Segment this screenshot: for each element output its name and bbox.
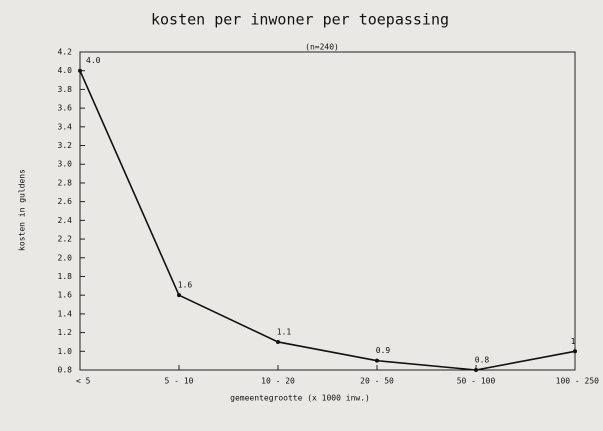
y-tick-label: 3.8 xyxy=(58,85,73,94)
y-tick-label: 1.2 xyxy=(58,328,73,337)
y-tick-label: 3.2 xyxy=(58,141,73,150)
y-tick-label: 4.2 xyxy=(58,48,73,57)
value-label: 1.1 xyxy=(277,327,292,336)
x-tick-label: 50 - 100 xyxy=(457,377,496,386)
y-tick-label: 4.0 xyxy=(58,66,73,75)
value-label: 1.6 xyxy=(178,281,193,290)
value-label: 0.8 xyxy=(475,356,490,365)
y-tick-label: 1.0 xyxy=(58,347,73,356)
plot-frame xyxy=(79,51,576,371)
value-label: 1 xyxy=(571,337,576,346)
y-tick-label: 1.8 xyxy=(58,272,73,281)
y-tick-label: 2.8 xyxy=(58,178,73,187)
y-tick-label: 2.0 xyxy=(58,253,73,262)
y-tick-label: 0.8 xyxy=(58,366,73,375)
x-tick-label: 10 - 20 xyxy=(261,377,295,386)
chart-subtitle: (n=240) xyxy=(305,43,339,52)
x-tick-label: 100 - 250 xyxy=(556,377,600,386)
data-point xyxy=(78,68,82,73)
x-tick-label: 5 - 10 xyxy=(165,377,194,386)
chart-title: kosten per inwoner per toepassing xyxy=(151,11,449,29)
y-tick-label: 1.6 xyxy=(58,291,73,300)
y-tick-label: 2.6 xyxy=(58,197,73,206)
y-tick-label: 2.2 xyxy=(58,235,73,244)
y-tick-label: 3.0 xyxy=(58,160,73,169)
x-tick-label: 20 - 50 xyxy=(360,377,394,386)
data-point xyxy=(573,349,577,354)
y-tick-label: 2.4 xyxy=(58,216,73,225)
data-point xyxy=(276,339,280,344)
value-label: 0.9 xyxy=(376,346,391,355)
data-line xyxy=(79,70,576,371)
y-tick-label: 3.4 xyxy=(58,122,73,131)
data-point xyxy=(474,368,478,372)
y-tick-label: 1.4 xyxy=(58,309,73,318)
data-point xyxy=(177,293,181,298)
y-tick-label: 3.6 xyxy=(58,104,73,113)
y-axis-label: kosten in guldens xyxy=(18,169,27,251)
value-label: 4.0 xyxy=(86,56,101,65)
x-tick-label: < 5 xyxy=(76,377,91,386)
x-axis-label: gemeentegrootte (x 1000 inw.) xyxy=(230,394,370,403)
data-point xyxy=(375,358,379,363)
